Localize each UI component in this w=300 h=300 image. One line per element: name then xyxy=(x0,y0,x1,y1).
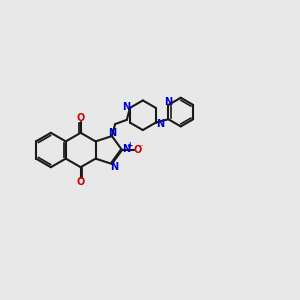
Text: N: N xyxy=(108,128,116,138)
Text: N: N xyxy=(156,119,164,129)
Text: +: + xyxy=(126,141,132,150)
Text: O: O xyxy=(76,176,85,187)
Text: N: N xyxy=(164,97,172,106)
Text: N: N xyxy=(122,144,130,154)
Text: N: N xyxy=(110,162,118,172)
Text: O: O xyxy=(76,113,85,124)
Text: ⁻: ⁻ xyxy=(139,143,143,152)
Text: O: O xyxy=(133,145,141,154)
Text: N: N xyxy=(122,102,130,112)
